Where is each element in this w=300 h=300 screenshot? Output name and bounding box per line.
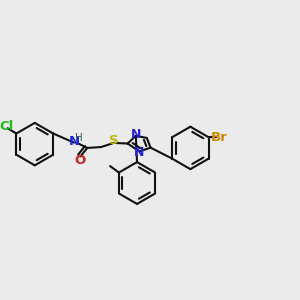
Text: Cl: Cl — [0, 120, 14, 133]
Text: S: S — [109, 134, 119, 147]
Text: H: H — [75, 133, 83, 143]
Text: O: O — [74, 154, 86, 167]
Text: Br: Br — [211, 130, 228, 143]
Text: N: N — [134, 146, 144, 159]
Text: N: N — [69, 135, 80, 148]
Text: N: N — [131, 128, 141, 141]
